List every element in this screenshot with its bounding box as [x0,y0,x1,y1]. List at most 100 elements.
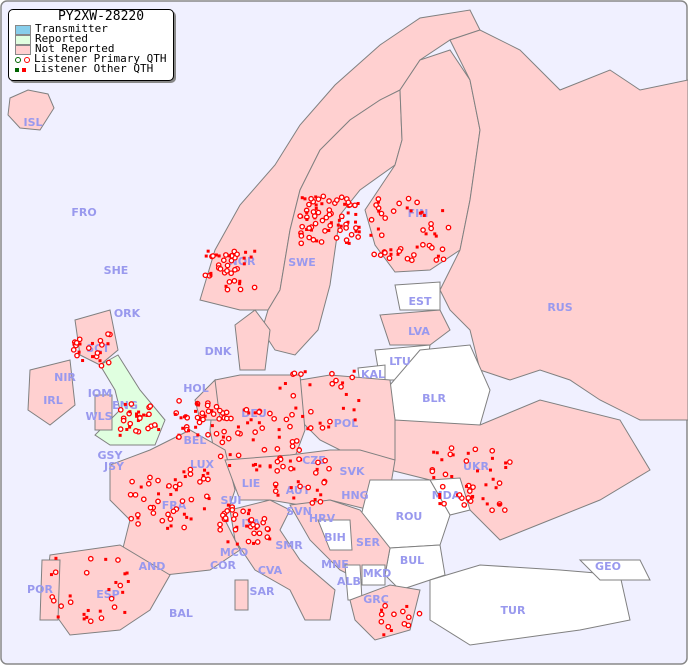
listener-primary-marker [348,231,355,238]
label-fro: FRO [71,206,96,219]
listener-primary-marker [326,211,333,218]
label-she: SHE [104,264,129,277]
listener-primary-marker [128,515,135,522]
listener-primary-marker [396,200,403,207]
country-wls [94,394,113,431]
listener-other-marker [376,200,380,204]
label-ukr: UKR [463,460,489,473]
listener-primary-marker [378,210,385,217]
listener-primary-marker [252,429,259,435]
listener-primary-marker [117,406,124,413]
listener-primary-marker [298,371,304,377]
legend-item-not-reported: Not Reported [9,44,173,55]
listener-primary-marker [338,383,344,390]
listener-primary-marker [445,224,452,231]
listener-primary-marker [298,233,305,239]
listener-primary-marker [319,217,326,224]
listener-primary-marker [132,491,139,498]
listener-primary-marker [318,239,325,245]
listener-primary-marker [274,446,281,452]
listener-other-marker [121,590,125,594]
listener-primary-marker [326,207,333,213]
listener-primary-marker [120,417,127,424]
listener-other-marker [433,232,437,236]
listener-other-marker [49,573,53,577]
listener-primary-marker [315,459,321,466]
listener-primary-marker [310,209,317,215]
listener-other-marker [341,381,345,385]
listener-other-marker [380,608,384,612]
label-sui: SUI [221,494,242,507]
listener-primary-marker [224,267,230,274]
listener-other-marker [303,370,307,374]
listener-other-marker [494,486,498,490]
listener-other-marker [224,284,228,288]
listener-primary-marker [327,418,333,425]
listener-other-marker [98,351,102,355]
listener-other-marker [314,195,318,199]
label-tur: TUR [501,604,526,617]
listener-primary-marker [127,491,134,498]
listener-other-marker [354,212,358,216]
listener-primary-marker [74,352,80,359]
listener-primary-marker [128,401,135,407]
listener-primary-marker [230,516,237,522]
listener-other-marker [118,433,122,437]
listener-other-marker [202,507,206,511]
listener-primary-marker [176,397,182,404]
label-rus: RUS [547,301,572,314]
listener-primary-marker [228,270,234,277]
listener-other-marker [377,209,381,213]
listener-other-marker [301,414,305,418]
listener-primary-marker [254,539,261,545]
listener-primary-marker [411,252,417,258]
listener-primary-marker [297,483,303,490]
listener-primary-marker [234,251,240,258]
listener-other-marker [504,466,508,470]
listener-other-marker [405,206,409,210]
listener-other-marker [420,210,424,214]
listener-other-marker [238,282,242,286]
legend-item-reported: Reported [9,34,173,45]
listener-primary-marker [329,380,336,387]
listener-other-marker [77,350,81,354]
listener-primary-marker [291,370,298,377]
listener-primary-marker [296,447,303,454]
listener-other-marker [82,617,86,621]
listener-primary-marker [58,603,65,609]
listener-primary-marker [135,521,141,527]
listener-primary-marker [155,477,161,484]
listener-primary-marker [338,213,345,220]
listener-other-marker [274,485,278,489]
listener-other-marker [343,202,347,206]
listener-other-marker [206,471,210,475]
listener-primary-marker [283,416,290,423]
listener-primary-marker [145,425,151,432]
listener-primary-marker [129,478,135,485]
listener-primary-marker [222,515,229,521]
listener-primary-marker [378,618,385,625]
legend: PY2XW-28220 Transmitter Reported Not Rep… [8,9,174,81]
listener-primary-marker [219,439,226,446]
label-kal: KAL [361,368,385,381]
listener-primary-marker [181,524,188,531]
listener-other-marker [123,610,127,614]
listener-other-marker [451,453,455,457]
listener-primary-marker [289,411,295,418]
label-iom: IOM [88,387,112,400]
listener-primary-marker [298,240,305,247]
listener-other-marker [194,409,198,413]
listener-other-marker [135,414,139,418]
listener-other-marker [90,341,94,345]
legend-label: Listener Other QTH [34,62,154,76]
listener-primary-marker [217,526,224,533]
listener-primary-marker [310,236,317,243]
listener-other-marker [81,359,85,363]
listener-primary-marker [321,479,327,486]
listener-other-marker [346,220,350,224]
listener-other-marker [249,418,253,422]
listener-primary-marker [382,249,388,256]
listener-other-marker [396,252,400,256]
listener-other-marker [253,411,257,415]
